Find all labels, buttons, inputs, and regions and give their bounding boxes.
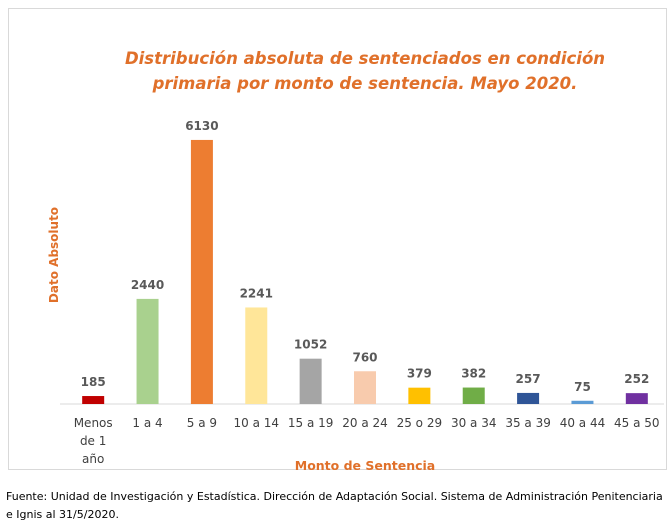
source-note: Fuente: Unidad de Investigación y Estadí… [6,490,663,521]
bar [517,392,540,404]
bar [571,400,594,404]
data-label: 257 [516,372,541,386]
x-tick-label: 30 a 34 [450,416,497,430]
data-label: 2241 [240,286,273,300]
x-tick-label: Menos de 1 año [73,416,113,466]
data-label: 6130 [185,119,218,133]
x-tick-label: 45 a 50 [614,416,660,430]
data-label: 382 [461,367,486,381]
x-tick-label: 15 a 19 [287,416,334,430]
x-tick-label: 35 a 39 [505,416,551,430]
x-tick-label: 5 a 9 [186,416,218,430]
data-label: 760 [352,350,377,364]
x-tick-label: 10 a 14 [233,416,280,430]
data-label: 252 [624,372,649,386]
x-axis-label: Monto de Sentencia [294,458,436,473]
data-label: 2440 [131,278,164,292]
x-tick-label: 25 o 29 [396,416,443,430]
x-tick-label: 40 a 44 [559,416,606,430]
bar [625,393,648,404]
data-label: 75 [574,380,591,394]
bar [82,396,105,404]
y-axis-label: Dato Absoluto [47,206,61,304]
chart-frame [8,8,667,470]
bar [190,139,213,404]
data-label: 1052 [294,338,327,352]
bar [245,307,268,404]
data-label: 379 [407,367,432,381]
bar [299,358,322,404]
bar [136,298,159,404]
bar [354,371,376,404]
x-tick-label: 1 a 4 [132,416,163,430]
bar [462,387,485,404]
chart-title: Distribución absoluta de sentenciados en… [124,49,606,93]
bar [408,387,431,404]
x-tick-label: 20 a 24 [342,416,388,430]
data-label: 185 [81,375,106,389]
